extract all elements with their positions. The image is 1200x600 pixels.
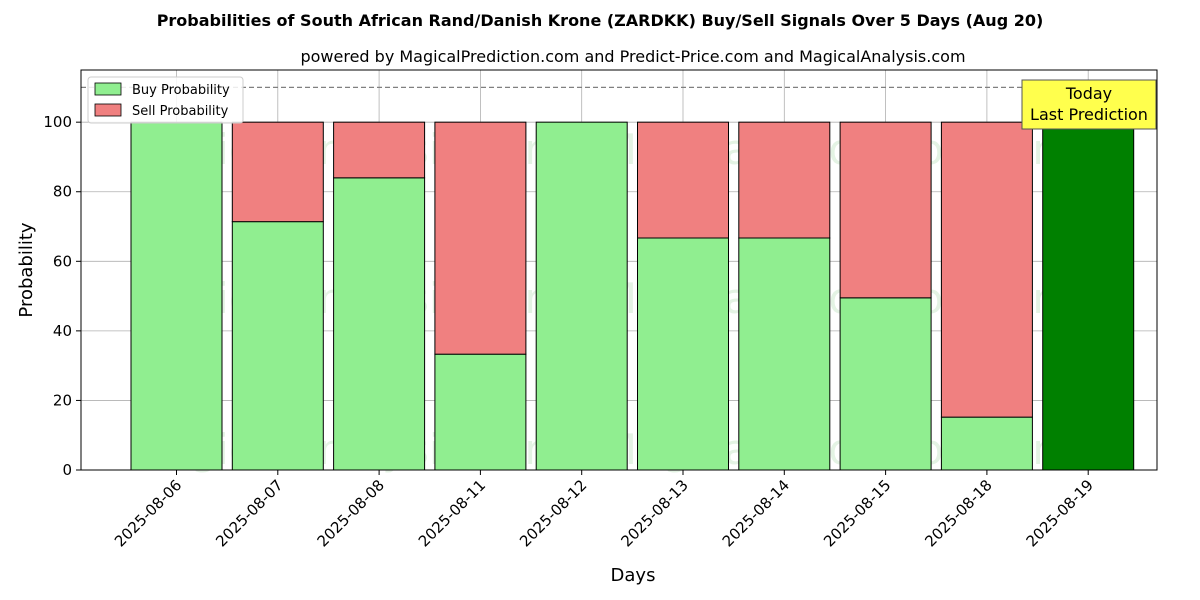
- sell-bar: [637, 121, 729, 239]
- buy-bar: [738, 237, 831, 471]
- sell-bar: [940, 121, 1033, 418]
- annotation-line-1: Today: [1065, 84, 1112, 103]
- legend-label-sell: Sell Probability: [132, 104, 229, 119]
- today-annotation: Today Last Prediction: [1021, 79, 1157, 130]
- buy-bar: [535, 121, 628, 471]
- x-ticks: 2025-08-06 2025-08-07 2025-08-08 2025-08-11…: [111, 470, 1097, 550]
- x-tick-label: 2025-08-19: [1023, 476, 1097, 550]
- buy-bar: [434, 353, 527, 471]
- y-tick-label: 40: [53, 322, 72, 340]
- x-tick-label: 2025-08-07: [212, 476, 286, 550]
- buy-bar: [637, 237, 729, 471]
- buy-bar: [130, 121, 223, 471]
- legend-box: [87, 76, 244, 124]
- sell-bar: [434, 121, 527, 355]
- legend: Buy Probability Sell Probability: [87, 76, 244, 124]
- chart-subtitle: powered by MagicalPrediction.com and Pre…: [300, 47, 965, 66]
- y-axis-label: Probability: [16, 222, 37, 317]
- x-tick-label: 2025-08-15: [820, 476, 894, 550]
- plot-frame: [80, 69, 1158, 471]
- x-tick-label: 2025-08-11: [415, 476, 489, 550]
- y-tick-label: 80: [53, 183, 72, 201]
- bars: [130, 121, 1135, 471]
- y-tick-label: 0: [62, 461, 72, 479]
- y-ticks: 0 20 40 60 80 100: [43, 113, 81, 479]
- buy-bar: [940, 416, 1033, 471]
- y-tick-label: 100: [43, 113, 72, 131]
- sell-bar: [839, 121, 932, 299]
- buy-bar: [1042, 121, 1135, 471]
- annotation-box: [1021, 79, 1157, 130]
- legend-swatch-buy: [94, 82, 122, 96]
- buy-bar: [333, 177, 426, 471]
- buy-bar: [231, 221, 324, 471]
- sell-bar: [738, 121, 831, 239]
- x-tick-label: 2025-08-13: [617, 476, 691, 550]
- x-tick-label: 2025-08-12: [516, 476, 590, 550]
- sell-bar: [231, 121, 324, 223]
- y-tick-label: 60: [53, 252, 72, 270]
- legend-label-buy: Buy Probability: [132, 83, 230, 98]
- sell-bar: [333, 121, 426, 179]
- x-tick-label: 2025-08-14: [719, 476, 793, 550]
- x-tick-label: 2025-08-06: [111, 476, 185, 550]
- y-tick-label: 20: [53, 391, 72, 409]
- annotation-line-2: Last Prediction: [1030, 105, 1148, 124]
- legend-swatch-sell: [94, 103, 122, 117]
- buy-bar: [839, 297, 932, 471]
- x-tick-label: 2025-08-18: [921, 476, 995, 550]
- chart-title: Probabilities of South African Rand/Dani…: [157, 11, 1044, 30]
- x-tick-label: 2025-08-08: [314, 476, 388, 550]
- x-axis-label: Days: [611, 565, 656, 586]
